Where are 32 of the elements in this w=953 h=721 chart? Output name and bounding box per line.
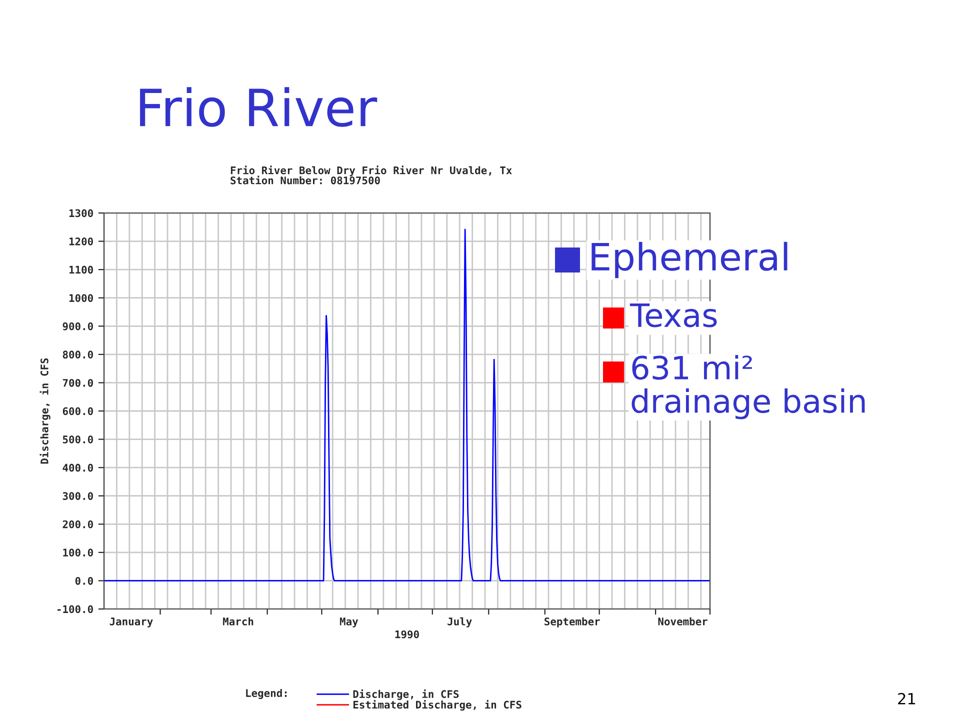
- y-tick-label: 100.0: [63, 548, 93, 557]
- y-tick-label: 500.0: [62, 436, 93, 444]
- legend-label: Estimated Discharge, in CFS: [353, 700, 522, 711]
- legend-title: Legend:: [246, 688, 287, 700]
- x-tick-label: January: [110, 618, 153, 628]
- annotation: 631 mi² drainage basin: [632, 355, 865, 420]
- x-tick-label: September: [544, 617, 600, 628]
- text: 21: [898, 692, 916, 704]
- y-tick-label: 400.0: [62, 464, 93, 472]
- x-tick-label: May: [340, 618, 358, 628]
- y-tick-label: 200.0: [62, 520, 93, 528]
- x-tick-label: November: [658, 617, 708, 626]
- y-tick-label: 300.0: [62, 492, 93, 500]
- y-tick-label: -100.0: [57, 605, 93, 614]
- y-tick-label: 1200: [69, 238, 93, 246]
- annotation: Ephemeral: [592, 242, 788, 278]
- y-tick-label: 0.0: [75, 576, 93, 585]
- chart-subtitle: Frio River Below Dry Frio River Nr Uvalde, Tx Station Number: 08197500: [230, 166, 512, 184]
- y-tick-label: 800.0: [62, 350, 93, 359]
- y-axis-title: Discharge, in CFS: [40, 358, 50, 464]
- y-tick-label: 700.0: [62, 378, 93, 387]
- legend-label: Discharge, in CFS: [353, 689, 459, 700]
- y-tick-label: 1000: [69, 294, 93, 302]
- y-tick-label: 900.0: [62, 322, 93, 330]
- y-tick-label: 1100: [69, 266, 93, 274]
- y-tick-label: 600.0: [62, 407, 93, 416]
- y-tick-label: 1300: [69, 209, 93, 218]
- annotation: Texas: [630, 304, 717, 328]
- x-tick-label: July: [448, 617, 472, 628]
- x-tick-label: March: [223, 617, 254, 626]
- x-axis-title: 1990: [395, 630, 419, 638]
- chart-title: Frio River: [140, 87, 378, 127]
